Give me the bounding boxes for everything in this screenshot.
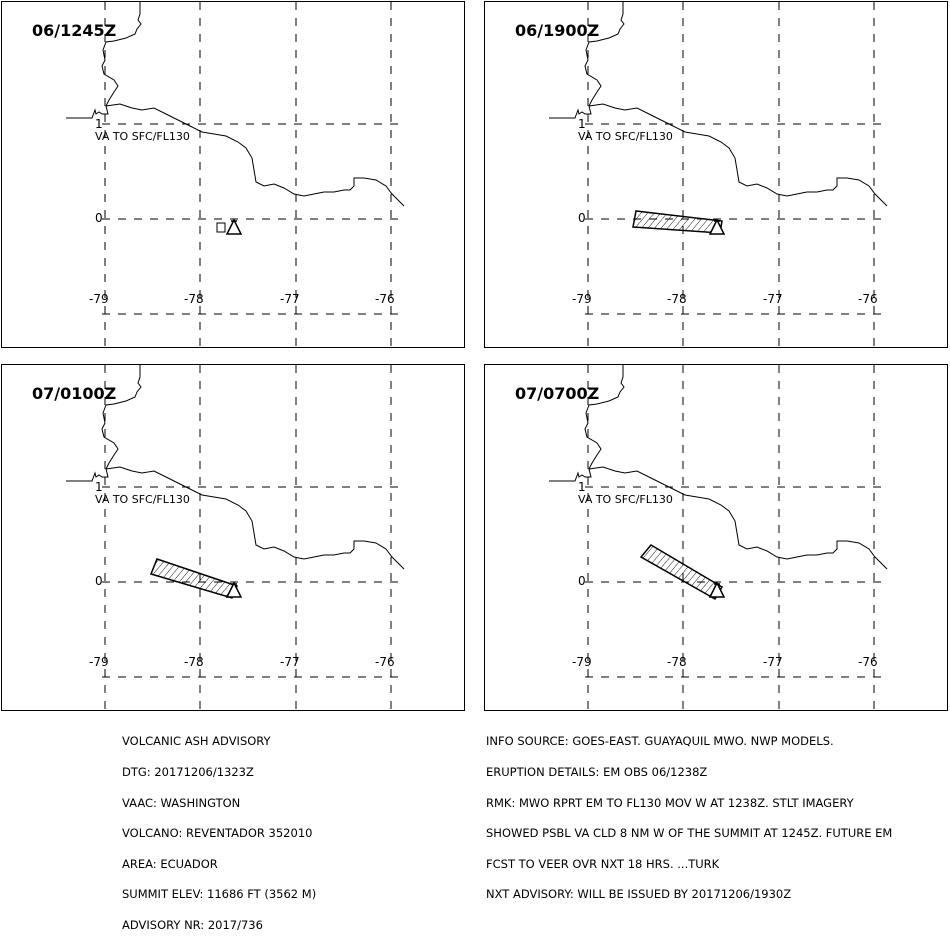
coastline bbox=[66, 2, 405, 207]
lon-label-77: -77 bbox=[280, 655, 300, 669]
advisory-line: FCST TO VEER OVR NXT 18 HRS. ...TURK bbox=[486, 856, 720, 871]
advisory-line: ERUPTION DETAILS: EM OBS 06/1238Z bbox=[486, 765, 708, 779]
lon-label-78: -78 bbox=[184, 292, 204, 306]
level-label: VA TO SFC/FL130 bbox=[578, 130, 673, 143]
lon-label-78: -78 bbox=[184, 655, 204, 669]
level-label: VA TO SFC/FL130 bbox=[95, 493, 190, 506]
advisory-line: INFO SOURCE: GOES-EAST. GUAYAQUIL MWO. N… bbox=[486, 734, 834, 749]
volcano-triangle-icon bbox=[708, 218, 726, 235]
lat-label-0: 0 bbox=[95, 574, 103, 588]
lon-label-79: -79 bbox=[572, 292, 592, 306]
panel-time: 06/1900Z bbox=[515, 21, 600, 40]
volcano-triangle-icon bbox=[708, 581, 726, 598]
advisory-line: AREA: ECUADOR bbox=[122, 856, 218, 871]
advisory-line: ADVISORY NR: 2017/736 bbox=[122, 917, 263, 932]
advisory-line: DTG: 20171206/1323Z bbox=[122, 765, 254, 779]
lon-label-77: -77 bbox=[280, 292, 300, 306]
panel-time: 06/1245Z bbox=[32, 21, 117, 40]
lat-label-1: 1 bbox=[95, 480, 103, 494]
coastline bbox=[66, 365, 405, 570]
level-label: VA TO SFC/FL130 bbox=[95, 130, 190, 143]
lon-label-79: -79 bbox=[89, 292, 109, 306]
advisory-line: VOLCANIC ASH ADVISORY bbox=[122, 734, 271, 749]
map-graphic bbox=[549, 365, 888, 710]
panel-time: 07/0100Z bbox=[32, 384, 117, 403]
volcano-triangle-icon bbox=[225, 581, 243, 598]
ash-cloud-area bbox=[639, 544, 724, 601]
coastline bbox=[549, 2, 888, 207]
advisory-line: VAAC: WASHINGTON bbox=[122, 795, 241, 810]
lat-label-0: 0 bbox=[578, 574, 586, 588]
lat-label-0: 0 bbox=[95, 211, 103, 225]
ash-cloud-area bbox=[632, 210, 723, 234]
ash-cloud-area bbox=[149, 558, 239, 599]
map-panel-3: 07/0100Z VA TO SFC/FL130 1 0 -79 -78 -77… bbox=[1, 364, 465, 711]
advisory-line: NXT ADVISORY: WILL BE ISSUED BY 20171206… bbox=[486, 887, 792, 902]
panel-time: 07/0700Z bbox=[515, 384, 600, 403]
advisory-right: INFO SOURCE: GOES-EAST. GUAYAQUIL MWO. N… bbox=[486, 716, 892, 910]
lon-label-78: -78 bbox=[667, 655, 687, 669]
map-panel-2: 06/1900Z VA TO SFC/FL130 1 0 -79 -78 -77… bbox=[484, 1, 948, 348]
lon-label-76: -76 bbox=[375, 655, 395, 669]
advisory-left: VOLCANIC ASH ADVISORY DTG: 20171206/1323… bbox=[122, 716, 316, 940]
lon-label-79: -79 bbox=[572, 655, 592, 669]
lon-label-77: -77 bbox=[763, 292, 783, 306]
map-graphic bbox=[66, 2, 405, 347]
map-graphic bbox=[549, 2, 888, 347]
lat-label-1: 1 bbox=[95, 117, 103, 131]
lat-label-1: 1 bbox=[578, 480, 586, 494]
lon-label-77: -77 bbox=[763, 655, 783, 669]
square-marker-icon bbox=[216, 222, 226, 233]
advisory-line: SHOWED PSBL VA CLD 8 NM W OF THE SUMMIT … bbox=[486, 826, 893, 841]
lon-label-78: -78 bbox=[667, 292, 687, 306]
lat-label-1: 1 bbox=[578, 117, 586, 131]
lon-label-79: -79 bbox=[89, 655, 109, 669]
lat-label-0: 0 bbox=[578, 211, 586, 225]
advisory-line: VOLCANO: REVENTADOR 352010 bbox=[122, 826, 313, 841]
lon-label-76: -76 bbox=[858, 655, 878, 669]
advisory-line: SUMMIT ELEV: 11686 FT (3562 M) bbox=[122, 887, 317, 902]
map-panel-1: 06/1245Z VA TO SFC/FL130 1 0 -79 -78 -77… bbox=[1, 1, 465, 348]
volcano-triangle-icon bbox=[225, 218, 243, 235]
map-graphic bbox=[66, 365, 405, 710]
advisory-line: RMK: MWO RPRT EM TO FL130 MOV W AT 1238Z… bbox=[486, 795, 854, 810]
lon-label-76: -76 bbox=[858, 292, 878, 306]
coastline bbox=[549, 365, 888, 570]
map-panel-4: 07/0700Z VA TO SFC/FL130 1 0 -79 -78 -77… bbox=[484, 364, 948, 711]
lon-label-76: -76 bbox=[375, 292, 395, 306]
level-label: VA TO SFC/FL130 bbox=[578, 493, 673, 506]
